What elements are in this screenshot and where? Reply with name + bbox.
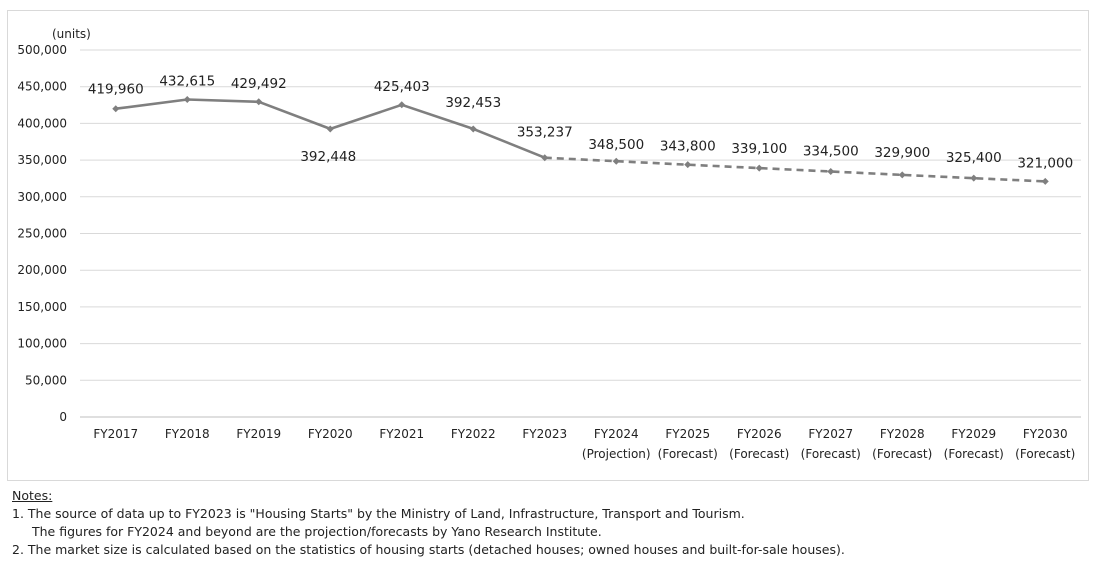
x-tick-label: FY2025 xyxy=(665,427,710,441)
data-point xyxy=(755,164,763,172)
y-tick-label: 0 xyxy=(59,410,67,424)
data-label: 392,453 xyxy=(445,95,501,111)
x-tick-sublabel: (Forecast) xyxy=(872,447,932,461)
series-points xyxy=(112,95,1049,185)
line-chart: 0 50,000 100,000 150,000 200,000 250,000 300,0… xyxy=(17,27,1081,461)
data-point xyxy=(612,157,620,165)
data-label: 329,900 xyxy=(874,145,930,161)
note-1: 1. The source of data up to FY2023 is "H… xyxy=(12,506,745,521)
data-point xyxy=(112,105,120,113)
y-tick-label: 50,000 xyxy=(25,373,67,387)
x-tick-sublabel: (Forecast) xyxy=(1015,447,1075,461)
x-axis-ticks: FY2017 FY2018 FY2019 FY2020 FY2021 FY2022 FY20… xyxy=(93,427,1075,461)
data-point xyxy=(183,95,191,103)
chart-frame xyxy=(7,10,1089,481)
x-tick-sublabel: (Forecast) xyxy=(729,447,789,461)
x-tick-label: FY2019 xyxy=(236,427,281,441)
x-tick-label: FY2029 xyxy=(951,427,996,441)
data-label: 353,237 xyxy=(517,125,573,141)
x-tick-label: FY2028 xyxy=(880,427,925,441)
x-tick-sublabel: (Projection) xyxy=(582,447,651,461)
data-point xyxy=(541,154,549,162)
note-1-continued: The figures for FY2024 and beyond are th… xyxy=(32,524,602,539)
x-tick-label: FY2021 xyxy=(379,427,424,441)
note-2: 2. The market size is calculated based o… xyxy=(12,542,845,557)
data-point xyxy=(1041,177,1049,185)
data-point xyxy=(255,98,263,106)
y-tick-label: 250,000 xyxy=(17,227,67,241)
series-lines xyxy=(115,98,1046,183)
gridlines xyxy=(80,49,1081,418)
x-tick-label: FY2027 xyxy=(808,427,853,441)
data-point xyxy=(898,171,906,179)
data-point xyxy=(469,125,477,133)
notes: Notes: 1. The source of data up to FY202… xyxy=(12,487,845,559)
data-point xyxy=(970,174,978,182)
data-point xyxy=(684,161,692,169)
x-tick-sublabel: (Forecast) xyxy=(944,447,1004,461)
y-tick-label: 500,000 xyxy=(17,43,67,57)
data-point xyxy=(398,101,406,109)
y-axis-ticks: 0 50,000 100,000 150,000 200,000 250,000 300,0… xyxy=(17,43,67,424)
y-axis-unit-label: (units) xyxy=(52,27,91,41)
y-tick-label: 450,000 xyxy=(17,80,67,94)
data-label: 425,403 xyxy=(374,79,430,95)
y-tick-label: 300,000 xyxy=(17,190,67,204)
x-tick-label: FY2026 xyxy=(737,427,782,441)
data-label: 419,960 xyxy=(88,82,144,98)
x-tick-label: FY2018 xyxy=(165,427,210,441)
x-tick-sublabel: (Forecast) xyxy=(801,447,861,461)
data-label: 392,448 xyxy=(300,149,356,165)
data-label: 432,615 xyxy=(159,73,215,89)
x-tick-label: FY2022 xyxy=(451,427,496,441)
y-tick-label: 150,000 xyxy=(17,300,67,314)
data-labels: 419,960 432,615 429,492 392,448 425,403 392,4… xyxy=(88,73,1073,171)
data-label: 321,000 xyxy=(1017,155,1073,171)
data-label: 325,400 xyxy=(946,150,1002,166)
data-point xyxy=(326,125,334,133)
x-tick-label: FY2017 xyxy=(93,427,138,441)
y-tick-label: 400,000 xyxy=(17,116,67,130)
x-tick-label: FY2030 xyxy=(1023,427,1068,441)
x-tick-label: FY2024 xyxy=(594,427,639,441)
x-tick-sublabel: (Forecast) xyxy=(658,447,718,461)
data-label: 348,500 xyxy=(588,137,644,153)
data-label: 429,492 xyxy=(231,76,287,92)
data-label: 343,800 xyxy=(660,139,716,155)
y-tick-label: 350,000 xyxy=(17,153,67,167)
notes-title: Notes: xyxy=(12,488,53,503)
x-tick-label: FY2020 xyxy=(308,427,353,441)
y-tick-label: 200,000 xyxy=(17,263,67,277)
data-label: 334,500 xyxy=(803,143,859,159)
x-tick-label: FY2023 xyxy=(522,427,567,441)
y-tick-label: 100,000 xyxy=(17,337,67,351)
data-point xyxy=(827,167,835,175)
data-label: 339,100 xyxy=(731,141,787,157)
